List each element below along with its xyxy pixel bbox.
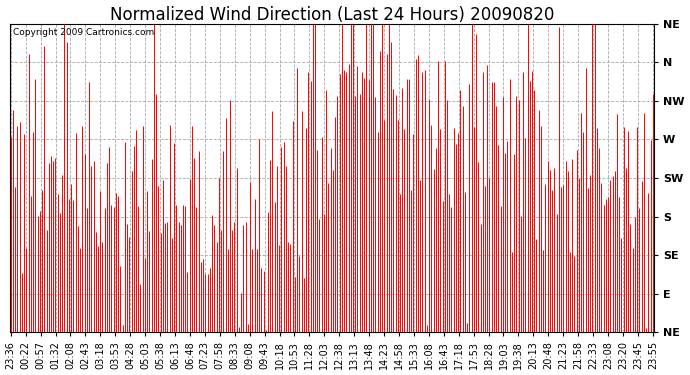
Text: Copyright 2009 Cartronics.com: Copyright 2009 Cartronics.com [13,28,154,38]
Title: Normalized Wind Direction (Last 24 Hours) 20090820: Normalized Wind Direction (Last 24 Hours… [110,6,554,24]
